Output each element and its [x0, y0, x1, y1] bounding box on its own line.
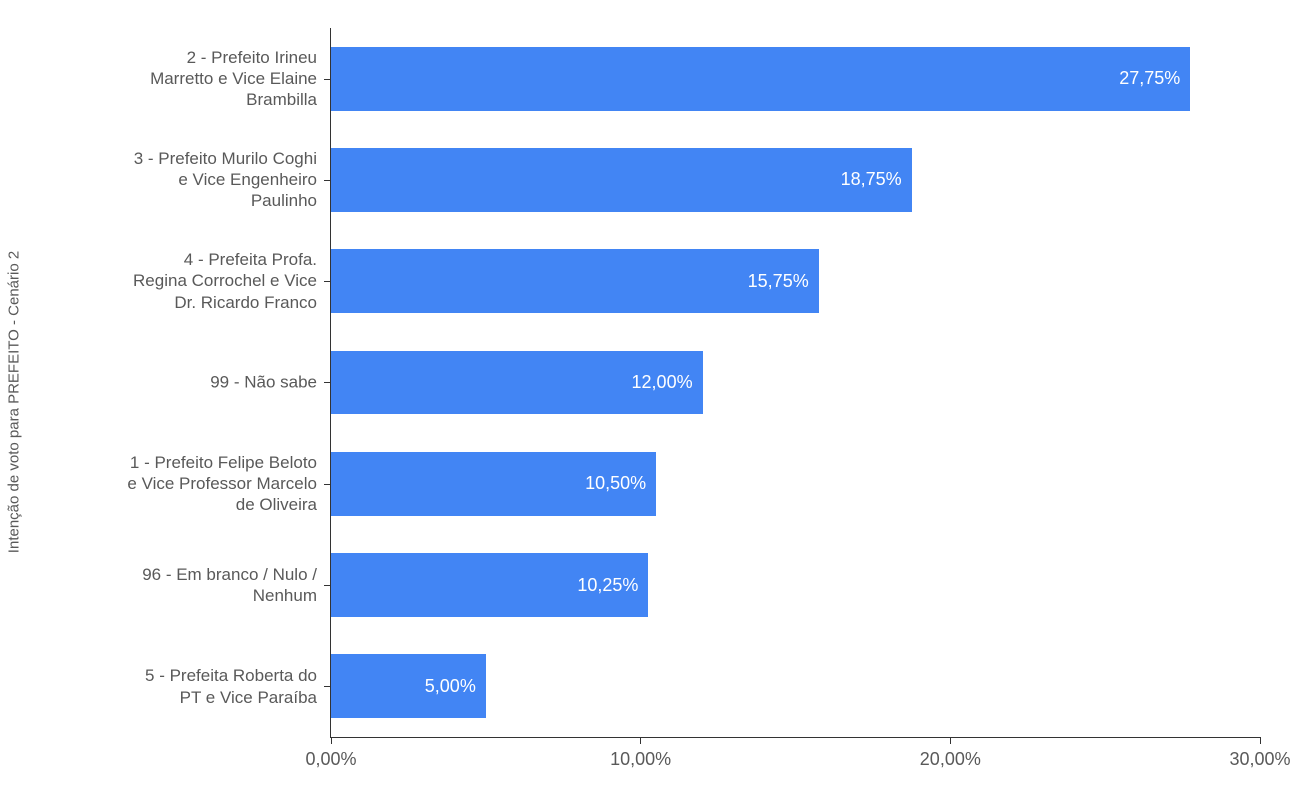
category-label: 3 - Prefeito Murilo Coghi e Vice Engenhe…: [57, 148, 331, 212]
category-label: 4 - Prefeita Profa. Regina Corrochel e V…: [57, 249, 331, 313]
plot-inner: 2 - Prefeito Irineu Marretto e Vice Elai…: [330, 28, 1260, 738]
bar-row: 4 - Prefeita Profa. Regina Corrochel e V…: [331, 231, 1260, 332]
x-tick-label: 0,00%: [305, 749, 356, 770]
bar-row: 5 - Prefeita Roberta do PT e Vice Paraíb…: [331, 636, 1260, 737]
x-tick-label: 30,00%: [1229, 749, 1290, 770]
plot-area: 2 - Prefeito Irineu Marretto e Vice Elai…: [330, 28, 1260, 738]
bar-value-label: 18,75%: [841, 169, 902, 190]
bar-row: 1 - Prefeito Felipe Beloto e Vice Profes…: [331, 433, 1260, 534]
poll-bar-chart: Intenção de voto para PREFEITO - Cenário…: [0, 0, 1298, 803]
category-label: 2 - Prefeito Irineu Marretto e Vice Elai…: [57, 47, 331, 111]
y-axis-title: Intenção de voto para PREFEITO - Cenário…: [6, 250, 23, 552]
x-tick: [331, 737, 332, 744]
bar-value-label: 27,75%: [1119, 68, 1180, 89]
bar-row: 3 - Prefeito Murilo Coghi e Vice Engenhe…: [331, 129, 1260, 230]
bar: 12,00%: [331, 351, 703, 415]
category-label: 5 - Prefeita Roberta do PT e Vice Paraíb…: [57, 665, 331, 708]
bar: 18,75%: [331, 148, 912, 212]
bar-value-label: 10,50%: [585, 473, 646, 494]
bar-value-label: 5,00%: [425, 676, 476, 697]
bar-row: 2 - Prefeito Irineu Marretto e Vice Elai…: [331, 28, 1260, 129]
bar: 5,00%: [331, 654, 486, 718]
category-label: 99 - Não sabe: [57, 372, 331, 393]
category-label: 1 - Prefeito Felipe Beloto e Vice Profes…: [57, 452, 331, 516]
bar: 10,25%: [331, 553, 648, 617]
bar-value-label: 15,75%: [748, 271, 809, 292]
x-tick: [950, 737, 951, 744]
category-label: 96 - Em branco / Nulo / Nenhum: [57, 564, 331, 607]
x-tick: [640, 737, 641, 744]
bar: 27,75%: [331, 47, 1190, 111]
bar-value-label: 10,25%: [577, 575, 638, 596]
x-tick-label: 10,00%: [610, 749, 671, 770]
x-tick: [1260, 737, 1261, 744]
bar-row: 96 - Em branco / Nulo / Nenhum10,25%: [331, 534, 1260, 635]
bar: 10,50%: [331, 452, 656, 516]
bar-row: 99 - Não sabe12,00%: [331, 332, 1260, 433]
bars-container: 2 - Prefeito Irineu Marretto e Vice Elai…: [331, 28, 1260, 737]
bar: 15,75%: [331, 249, 819, 313]
bar-value-label: 12,00%: [632, 372, 693, 393]
x-tick-label: 20,00%: [920, 749, 981, 770]
